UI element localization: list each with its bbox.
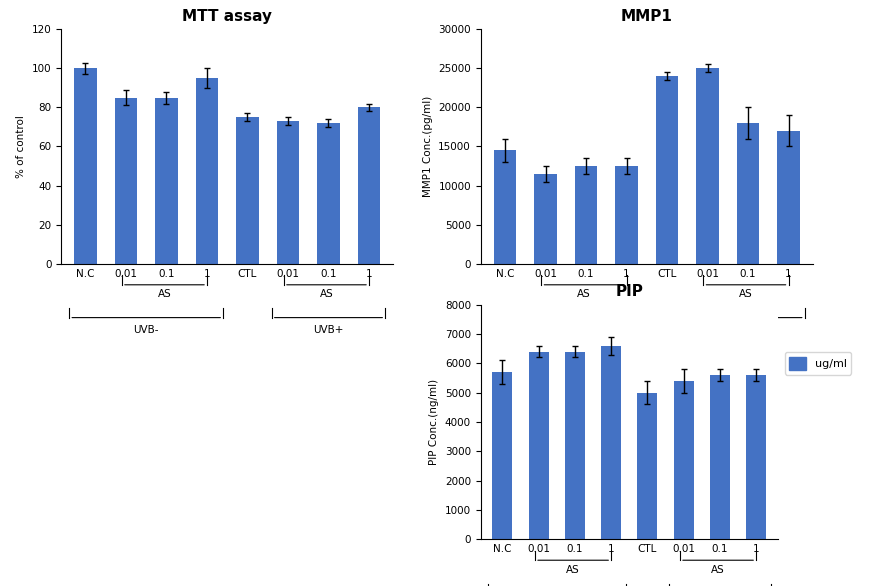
Bar [236,117,259,264]
Text: AS: AS [566,565,580,575]
Text: UVB+: UVB+ [732,325,763,335]
Title: PIP: PIP [615,284,643,299]
Text: AS: AS [711,565,725,575]
Bar [114,98,137,264]
Bar [777,131,800,264]
Y-axis label: % of control: % of control [16,115,26,178]
Bar [697,69,718,264]
Bar [746,375,766,539]
Title: MTT assay: MTT assay [183,9,272,24]
Text: UVB-: UVB- [553,325,579,335]
Text: UVB-: UVB- [134,325,159,335]
Bar [357,107,380,264]
Bar [601,346,621,539]
Bar [637,393,657,539]
Bar [737,123,760,264]
Bar [575,166,597,264]
Bar [196,78,218,264]
Bar [494,151,517,264]
Bar [656,76,678,264]
Bar [74,69,97,264]
Legend: ug/ml: ug/ml [785,352,851,374]
Text: AS: AS [739,289,753,299]
Text: UVB+: UVB+ [313,325,343,335]
Bar [534,174,557,264]
Text: AS: AS [320,289,333,299]
Y-axis label: MMP1 Conc.(pg/ml): MMP1 Conc.(pg/ml) [423,96,433,197]
Bar [565,352,585,539]
Bar [710,375,730,539]
Bar [277,121,299,264]
Text: AS: AS [157,289,171,299]
Bar [615,166,638,264]
Text: AS: AS [577,289,591,299]
Title: MMP1: MMP1 [621,9,673,24]
Y-axis label: PIP Conc.(ng/ml): PIP Conc.(ng/ml) [429,379,440,465]
Bar [674,381,694,539]
Bar [529,352,549,539]
Bar [156,98,177,264]
Bar [492,372,512,539]
Bar [317,123,340,264]
